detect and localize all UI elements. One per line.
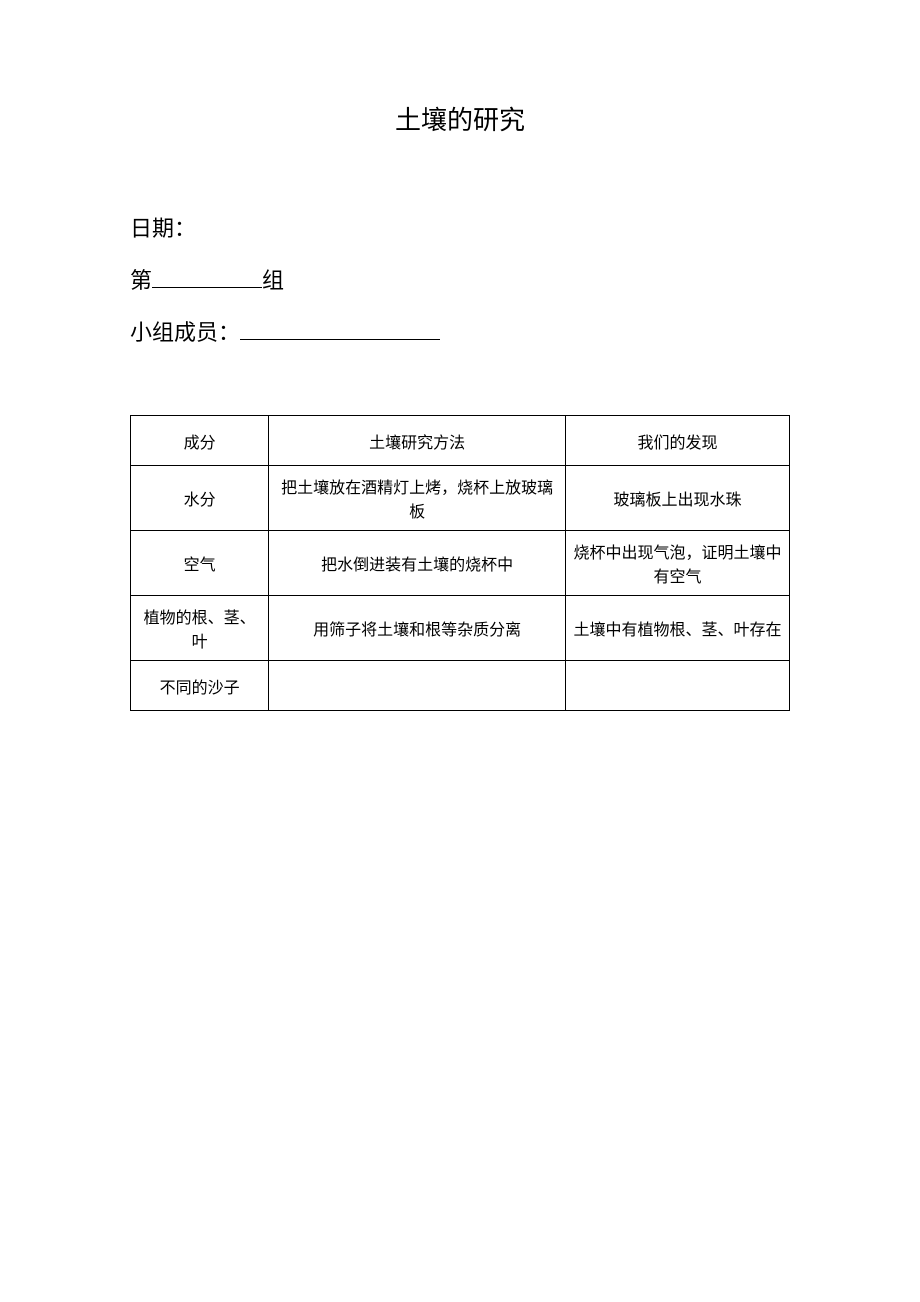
cell-component: 植物的根、茎、叶 <box>131 596 269 661</box>
group-line: 第组 <box>130 259 790 303</box>
table-row: 不同的沙子 <box>131 661 790 711</box>
cell-finding: 土壤中有植物根、茎、叶存在 <box>565 596 789 661</box>
group-number-blank[interactable] <box>152 266 262 288</box>
cell-component: 水分 <box>131 466 269 531</box>
cell-component: 不同的沙子 <box>131 661 269 711</box>
group-prefix: 第 <box>130 268 152 293</box>
table-row: 水分 把土壤放在酒精灯上烤，烧杯上放玻璃板 玻璃板上出现水珠 <box>131 466 790 531</box>
members-blank[interactable] <box>240 318 440 340</box>
cell-method: 把土壤放在酒精灯上烤，烧杯上放玻璃板 <box>269 466 566 531</box>
header-component: 成分 <box>131 416 269 466</box>
header-finding: 我们的发现 <box>565 416 789 466</box>
cell-method: 把水倒进装有土壤的烧杯中 <box>269 531 566 596</box>
table-header-row: 成分 土壤研究方法 我们的发现 <box>131 416 790 466</box>
cell-finding[interactable] <box>565 661 789 711</box>
info-section: 日期： 第组 小组成员： <box>130 207 790 355</box>
cell-finding: 烧杯中出现气泡，证明土壤中有空气 <box>565 531 789 596</box>
cell-method[interactable] <box>269 661 566 711</box>
members-label: 小组成员： <box>130 320 240 345</box>
table-row: 空气 把水倒进装有土壤的烧杯中 烧杯中出现气泡，证明土壤中有空气 <box>131 531 790 596</box>
cell-finding: 玻璃板上出现水珠 <box>565 466 789 531</box>
group-suffix: 组 <box>262 268 284 293</box>
cell-method: 用筛子将土壤和根等杂质分离 <box>269 596 566 661</box>
members-line: 小组成员： <box>130 311 790 355</box>
table-row: 植物的根、茎、叶 用筛子将土壤和根等杂质分离 土壤中有植物根、茎、叶存在 <box>131 596 790 661</box>
page-title: 土壤的研究 <box>130 100 790 137</box>
cell-component: 空气 <box>131 531 269 596</box>
date-line: 日期： <box>130 207 790 251</box>
research-table: 成分 土壤研究方法 我们的发现 水分 把土壤放在酒精灯上烤，烧杯上放玻璃板 玻璃… <box>130 415 790 711</box>
date-label: 日期： <box>130 216 196 241</box>
header-method: 土壤研究方法 <box>269 416 566 466</box>
